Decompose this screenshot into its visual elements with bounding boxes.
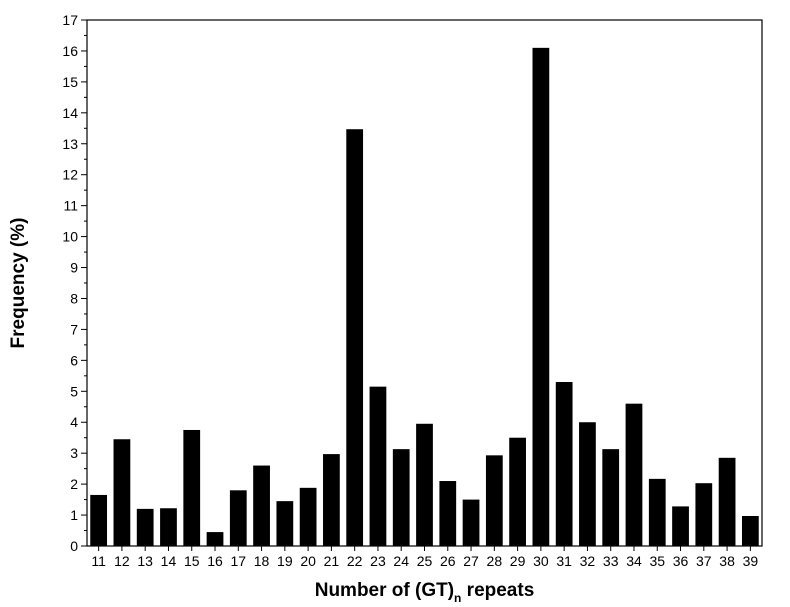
y-tick-label: 3 <box>70 445 78 461</box>
x-tick-label-18: 18 <box>254 553 270 569</box>
bar-17 <box>229 490 247 546</box>
bar-25 <box>416 423 433 546</box>
y-tick-label: 8 <box>70 290 78 306</box>
y-tick-label: 0 <box>70 538 78 554</box>
bar-29 <box>509 437 526 546</box>
x-tick-label-31: 31 <box>556 553 572 569</box>
x-tick-label-20: 20 <box>300 553 316 569</box>
x-tick-label-33: 33 <box>603 553 619 569</box>
y-tick-label: 4 <box>70 414 78 430</box>
bar-32 <box>579 422 596 546</box>
bar-34 <box>625 403 643 546</box>
bar-28 <box>485 455 503 546</box>
bar-19 <box>276 501 294 546</box>
y-tick-label: 7 <box>70 321 78 337</box>
x-tick-label-28: 28 <box>487 553 503 569</box>
bar-31 <box>555 382 573 546</box>
x-tick-label-16: 16 <box>207 553 223 569</box>
bar-20 <box>299 487 317 546</box>
y-tick-label: 10 <box>62 229 78 245</box>
bar-12 <box>113 439 131 546</box>
bar-16 <box>206 532 224 546</box>
x-tick-label-15: 15 <box>184 553 200 569</box>
x-tick-label-35: 35 <box>649 553 665 569</box>
y-tick-label: 16 <box>62 43 78 59</box>
bar-21 <box>323 454 340 546</box>
x-tick-label-24: 24 <box>393 553 409 569</box>
x-tick-label-32: 32 <box>580 553 596 569</box>
x-tick-label-22: 22 <box>347 553 363 569</box>
y-tick-label: 11 <box>63 198 78 214</box>
bar-26 <box>439 481 457 546</box>
y-tick-label: 6 <box>70 352 78 368</box>
bar-36 <box>672 506 689 546</box>
x-tick-label-34: 34 <box>626 553 642 569</box>
bar-37 <box>695 483 713 546</box>
x-tick-label-26: 26 <box>440 553 456 569</box>
x-axis-title-suffix: repeats <box>461 580 534 601</box>
x-tick-label-36: 36 <box>673 553 689 569</box>
y-tick-label: 14 <box>62 105 78 121</box>
x-axis-title: Number of (GT)n repeats <box>315 580 535 605</box>
x-tick-label-23: 23 <box>370 553 386 569</box>
x-tick-label-14: 14 <box>161 553 177 569</box>
x-tick-label-19: 19 <box>277 553 293 569</box>
y-tick-label: 1 <box>70 507 78 523</box>
x-tick-label-17: 17 <box>231 553 247 569</box>
y-tick-label: 17 <box>62 12 78 28</box>
y-tick-label: 15 <box>62 74 78 90</box>
x-tick-label-12: 12 <box>114 553 130 569</box>
bar-14 <box>160 508 177 546</box>
bar-33 <box>602 449 620 546</box>
bar-30 <box>532 47 550 546</box>
x-tick-label-13: 13 <box>137 553 153 569</box>
x-tick-label-30: 30 <box>533 553 549 569</box>
bar-13 <box>136 508 154 546</box>
bar-15 <box>183 429 201 546</box>
bar-23 <box>369 386 387 546</box>
y-tick-label: 12 <box>62 167 78 183</box>
x-tick-label-29: 29 <box>510 553 526 569</box>
bar-27 <box>462 499 480 546</box>
bar-35 <box>648 478 666 546</box>
bar-38 <box>718 457 736 546</box>
x-tick-label-27: 27 <box>463 553 479 569</box>
x-axis-title-prefix: Number of (GT) <box>315 580 454 601</box>
bar-18 <box>253 465 270 546</box>
bar-22 <box>346 129 364 546</box>
y-tick-label: 5 <box>70 383 78 399</box>
x-tick-label-21: 21 <box>324 553 340 569</box>
y-tick-label: 9 <box>70 260 78 276</box>
x-tick-label-37: 37 <box>696 553 712 569</box>
x-tick-label-25: 25 <box>417 553 433 569</box>
x-axis-title-subscript: n <box>454 591 461 605</box>
bar-39 <box>741 515 759 546</box>
y-tick-label: 13 <box>62 136 78 152</box>
bars-group <box>90 47 759 546</box>
y-tick-label: 2 <box>70 476 78 492</box>
plot-frame <box>86 19 763 547</box>
x-tick-label-11: 11 <box>91 553 106 569</box>
x-axis: 11 12 13 14 15 16 17 18 19 20 21 22 23 24 25 26 27 28 29 30… <box>91 546 758 569</box>
bar-24 <box>392 449 410 546</box>
bar-11 <box>90 494 108 546</box>
x-tick-label-39: 39 <box>743 553 759 569</box>
y-axis-title: Frequency (%) <box>8 218 29 349</box>
x-tick-label-38: 38 <box>719 553 735 569</box>
